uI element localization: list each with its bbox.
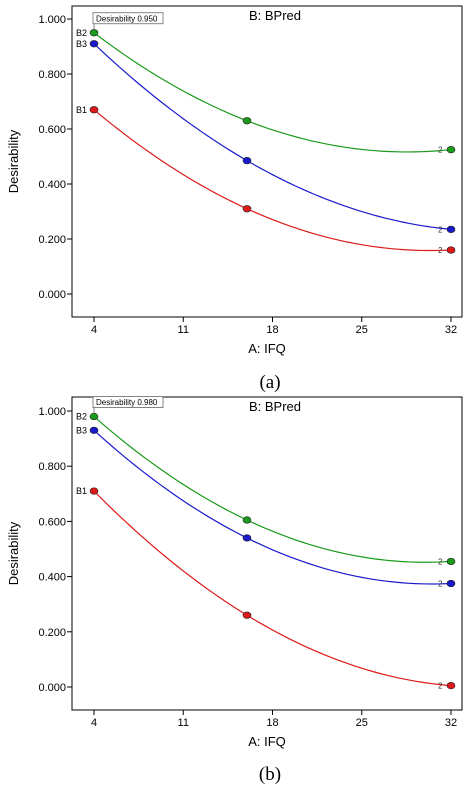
y-tick-label: 0.000 (38, 289, 66, 301)
x-tick-label: 18 (266, 324, 278, 336)
annotation-box (92, 12, 164, 25)
x-tick-label: 4 (91, 717, 97, 729)
series-line-b3 (93, 43, 452, 230)
data-point-b1 (89, 487, 99, 495)
x-tick-label: 4 (91, 324, 97, 336)
data-point-b2 (446, 146, 456, 154)
series-end-label: 2 (438, 557, 443, 566)
data-point-b1 (242, 611, 252, 619)
data-point-b2 (89, 29, 99, 37)
y-tick-label: 0.800 (38, 69, 66, 81)
y-tick-label: 0.800 (38, 461, 66, 473)
chart-title: B: BPred (249, 399, 301, 414)
x-tick-label: 32 (445, 324, 457, 336)
annotation-text: Desirability 0.980 (96, 398, 158, 407)
panel-label: (b) (259, 764, 281, 785)
series-end-label: 2 (438, 225, 443, 234)
series-line-b1 (93, 109, 452, 252)
y-tick-label: 0.200 (38, 234, 66, 246)
data-point-b3 (89, 426, 99, 434)
x-tick-label: 25 (356, 717, 368, 729)
series-label-b2: B2 (76, 28, 87, 38)
x-tick-label: 18 (266, 717, 278, 729)
data-point-b1 (446, 682, 456, 690)
series-line-b2 (93, 32, 452, 153)
x-tick-label: 11 (178, 717, 189, 729)
series-line-b3 (93, 429, 452, 585)
x-axis-title: A: IFQ (248, 341, 286, 356)
series-label-b3: B3 (76, 39, 87, 49)
y-tick-label: 0.200 (38, 627, 66, 639)
data-point-b1 (242, 205, 252, 213)
y-tick-label: 1.000 (38, 406, 66, 418)
data-point-b2 (242, 516, 252, 524)
series-line-b1 (93, 490, 452, 687)
chart-title: B: BPred (249, 8, 301, 23)
chart-panel-b: 0.000 0.200 0.400 0.600 0.800 1.000 4 11 18 25 32 A… (6, 396, 463, 749)
data-point-b3 (242, 534, 252, 542)
y-tick-label: 0.400 (38, 179, 66, 191)
series-end-label: 2 (438, 146, 443, 155)
desirability-annotation: Desirability 0.950 (92, 12, 164, 30)
plot-frame (71, 5, 463, 318)
series-label-b2: B2 (76, 412, 87, 422)
plot-frame (71, 396, 463, 711)
series-label-b1: B1 (76, 105, 87, 115)
data-point-b3 (446, 225, 456, 233)
y-tick-label: 0.400 (38, 572, 66, 584)
y-axis-title: Desirability (6, 521, 21, 585)
data-point-b1 (89, 106, 99, 114)
y-tick-label: 1.000 (38, 14, 66, 26)
data-point-b3 (89, 40, 99, 48)
data-point-b1 (446, 246, 456, 254)
data-point-b2 (89, 412, 99, 421)
chart-panel-a: 0.000 0.200 0.400 0.600 0.800 1.000 4 11 18 25 32 A… (6, 5, 463, 356)
y-tick-label: 0.600 (38, 124, 66, 136)
x-axis-title: A: IFQ (248, 734, 286, 749)
data-point-b2 (242, 117, 252, 125)
series-end-label: 2 (438, 682, 443, 691)
y-axis-title: Desirability (6, 129, 21, 193)
series-label-b3: B3 (76, 425, 87, 435)
series-label-b1: B1 (76, 486, 87, 496)
y-tick-label: 0.000 (38, 682, 66, 694)
data-point-b3 (446, 579, 456, 588)
x-tick-label: 32 (445, 717, 457, 729)
annotation-text: Desirability 0.950 (96, 14, 158, 23)
desirability-annotation: Desirability 0.980 (92, 396, 164, 414)
data-point-b2 (446, 557, 456, 566)
series-line-b2 (93, 416, 452, 563)
x-tick-label: 25 (356, 324, 368, 336)
series-end-label: 2 (438, 580, 443, 589)
y-tick-label: 0.600 (38, 516, 66, 528)
data-point-b3 (242, 157, 252, 165)
annotation-box (92, 396, 164, 408)
x-tick-label: 11 (178, 324, 189, 336)
panel-label: (a) (259, 372, 280, 393)
series-end-label: 2 (438, 246, 443, 255)
